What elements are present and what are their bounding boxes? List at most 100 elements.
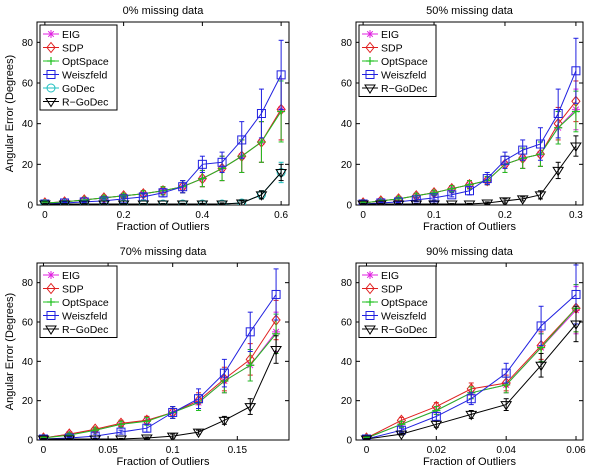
x-tick-label: 0.06	[566, 445, 586, 456]
data-point	[158, 188, 168, 198]
legend-label: EIG	[62, 270, 80, 282]
data-point	[571, 289, 581, 299]
x-axis-label: Fraction of Outliers	[423, 221, 516, 233]
data-point	[535, 139, 545, 149]
legend-label: SDP	[381, 283, 403, 295]
y-tick-label: 40	[22, 357, 34, 368]
series-line	[43, 294, 277, 440]
data-point	[482, 174, 492, 187]
data-point	[198, 174, 207, 183]
legend-label: SDP	[62, 42, 84, 54]
data-point	[410, 200, 423, 205]
y-tick-label: 60	[341, 318, 353, 329]
x-tick-label: 0.04	[496, 445, 516, 456]
data-point	[168, 407, 178, 417]
legend-label: OptSpace	[381, 56, 428, 68]
x-axis-label: Fraction of Outliers	[117, 456, 210, 468]
data-point	[91, 426, 100, 435]
legend-marker	[46, 70, 56, 79]
subplot-3: 70% missing data 0 0.05 0.1 0.15 0 20 40 60 80 Fra…	[4, 246, 290, 468]
legend-label: R−GoDec	[381, 324, 427, 336]
y-tick-label: 20	[341, 160, 353, 171]
data-point	[447, 184, 456, 193]
data-point	[140, 434, 153, 440]
x-tick-label: 0	[360, 210, 366, 221]
data-point	[571, 107, 580, 116]
data-point	[217, 157, 227, 167]
y-tick-label: 40	[341, 119, 353, 130]
legend-marker	[45, 325, 57, 335]
data-point	[357, 200, 369, 205]
data-point	[501, 368, 511, 378]
data-layer	[37, 268, 282, 440]
series-triangle-down	[38, 163, 288, 205]
data-point	[465, 410, 478, 421]
y-axis-label: Angular Error (Degrees)	[4, 55, 16, 172]
x-tick-label: 0.05	[98, 445, 118, 456]
data-point	[115, 435, 127, 440]
legend-marker	[47, 271, 55, 279]
data-point	[137, 200, 150, 205]
data-point	[157, 200, 169, 205]
legend-marker	[365, 41, 375, 54]
data-point	[271, 289, 281, 299]
data-point	[257, 137, 266, 146]
data-point	[535, 361, 547, 372]
y-tick-label: 0	[346, 436, 352, 447]
data-point	[38, 200, 51, 205]
series-line	[363, 70, 577, 205]
series-line	[363, 145, 577, 205]
data-point	[117, 200, 130, 205]
y-tick-label: 60	[22, 79, 34, 90]
chart-title: 70% missing data	[120, 246, 208, 258]
y-tick-label: 80	[22, 38, 34, 49]
data-point	[117, 420, 125, 429]
legend-marker	[46, 41, 56, 54]
y-tick-label: 0	[27, 436, 33, 447]
data-point	[395, 430, 408, 440]
data-point	[178, 182, 188, 192]
data-point	[216, 200, 228, 205]
data-point	[500, 155, 510, 165]
x-tick-label: 0.3	[569, 210, 583, 221]
legend-label: Weiszfeld	[381, 69, 426, 81]
legend-marker	[46, 282, 56, 295]
data-point	[275, 168, 288, 179]
data-point	[256, 109, 266, 118]
legend-label: EIG	[381, 270, 399, 282]
data-point	[119, 194, 129, 204]
legend-label: GoDec	[62, 83, 95, 95]
data-point	[89, 435, 102, 440]
data-point	[374, 200, 387, 205]
legend-marker	[364, 325, 376, 335]
data-point	[534, 191, 547, 201]
legend-marker	[46, 83, 56, 93]
legend-marker	[366, 30, 374, 38]
legend-label: R−GoDec	[381, 83, 427, 95]
x-axis-label: Fraction of Outliers	[423, 456, 516, 468]
legend-marker	[366, 57, 374, 65]
x-tick-label: 0.02	[427, 445, 447, 456]
legend-label: R−GoDec	[62, 324, 108, 336]
x-tick-label: 0.1	[166, 445, 180, 456]
data-point	[447, 190, 457, 200]
y-tick-label: 40	[22, 119, 34, 130]
x-tick-label: 0.6	[274, 210, 288, 221]
legend-marker	[365, 70, 375, 79]
data-point	[219, 368, 229, 378]
data-point	[516, 195, 529, 205]
series-line	[44, 172, 282, 205]
y-tick-label: 60	[22, 318, 34, 329]
data-point	[482, 174, 492, 184]
data-point	[481, 199, 494, 205]
data-point	[276, 70, 286, 80]
legend-marker	[364, 84, 376, 94]
y-tick-label: 80	[341, 278, 353, 289]
y-tick-label: 20	[22, 160, 34, 171]
legend-marker	[47, 57, 55, 65]
chart-title: 50% missing data	[426, 5, 514, 17]
data-point	[166, 432, 179, 440]
